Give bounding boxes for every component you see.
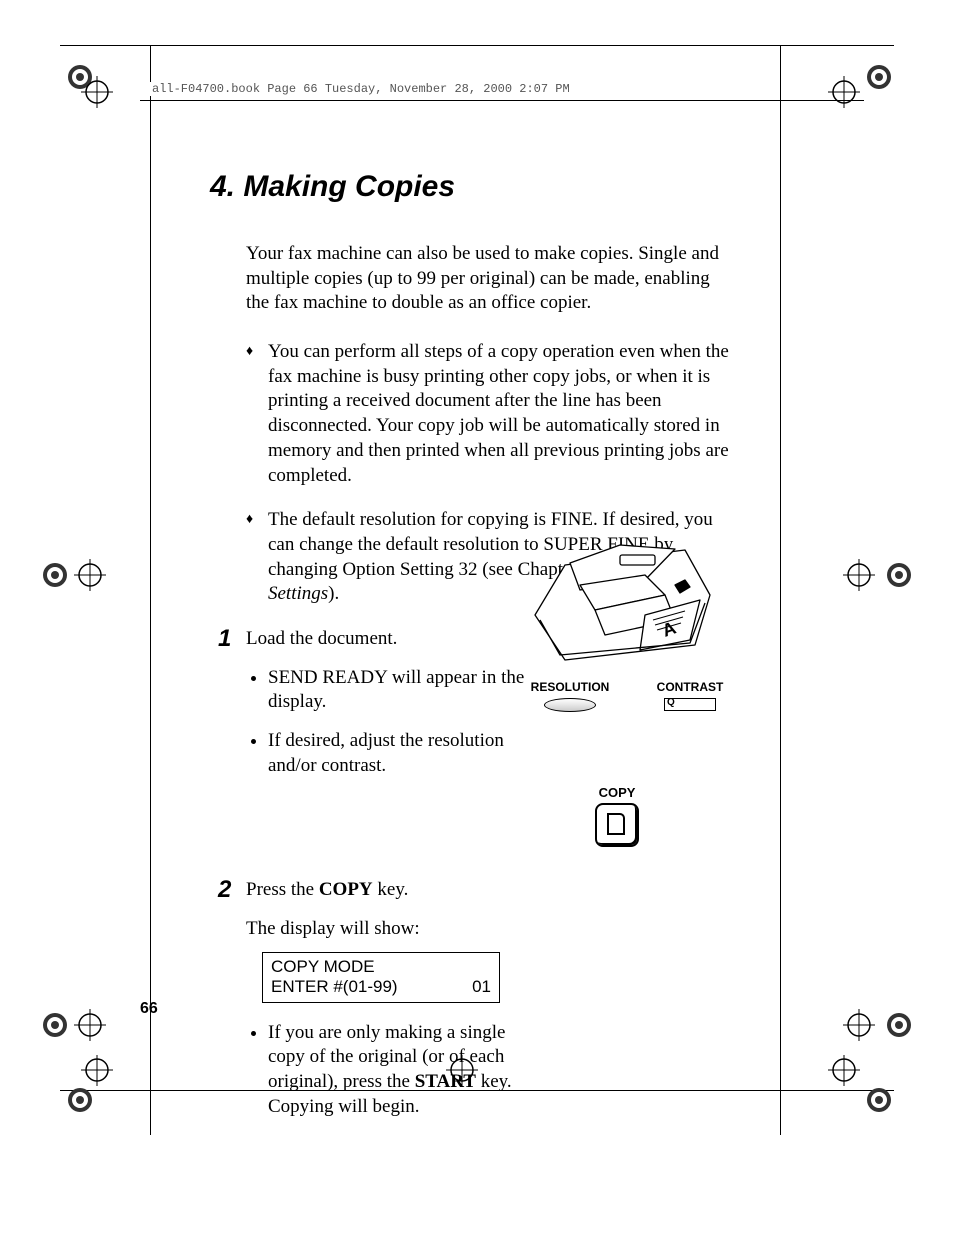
intro-paragraph: Your fax machine can also be used to mak… [246, 242, 736, 316]
step-sub: If desired, adjust the resolution and/or… [268, 729, 546, 778]
resolution-label: RESOLUTION [520, 680, 620, 694]
lcd-display: COPY MODE ENTER #(01-99) 01 [262, 952, 500, 1003]
crop-line-right [780, 45, 781, 1135]
reg-mark [824, 1055, 894, 1115]
chapter-title: 4. Making Copies [210, 170, 750, 204]
crop-line-left [150, 45, 151, 1135]
lcd-line1: COPY MODE [271, 957, 491, 977]
step-2: 2 Press the COPY key. The display will s… [210, 878, 750, 1119]
button-labels: RESOLUTION CONTRAST [520, 680, 740, 712]
step-text: Load the document. [246, 627, 546, 652]
reg-mark [40, 550, 120, 600]
step-number: 1 [218, 625, 231, 653]
resolution-button-icon [544, 698, 596, 712]
copy-keycap-icon [595, 803, 639, 847]
reg-mark [834, 1000, 914, 1050]
reg-mark [40, 1000, 120, 1050]
bullet-text: ). [328, 583, 339, 604]
header-crop-text: all-F04700.book Page 66 Tuesday, Novembe… [150, 82, 572, 96]
crop-line-top [60, 45, 894, 46]
t: START [415, 1071, 476, 1092]
t: COPY [319, 879, 373, 900]
lcd-line2-right: 01 [472, 977, 491, 997]
copy-label: COPY [595, 785, 639, 800]
header-rule [140, 100, 864, 101]
reg-mark [65, 62, 135, 122]
t: key. [373, 879, 409, 900]
reg-mark [824, 62, 894, 122]
step-number: 2 [218, 876, 231, 904]
step-text: Press the COPY key. [246, 878, 546, 903]
step-sub: SEND READY will appear in the display. [268, 666, 546, 715]
step-sub: If you are only making a single copy of … [268, 1021, 546, 1120]
page-number: 66 [140, 1000, 158, 1018]
contrast-button-icon [664, 698, 716, 711]
contrast-label: CONTRAST [640, 680, 740, 694]
reg-mark [834, 550, 914, 600]
fax-machine-illustration: A [525, 525, 725, 670]
t: Press the [246, 879, 319, 900]
lcd-line2-left: ENTER #(01-99) [271, 977, 398, 997]
reg-mark [65, 1055, 135, 1115]
bullet-item: You can perform all steps of a copy oper… [246, 340, 736, 488]
display-intro: The display will show: [246, 917, 546, 942]
copy-key-illustration: COPY [595, 785, 639, 847]
